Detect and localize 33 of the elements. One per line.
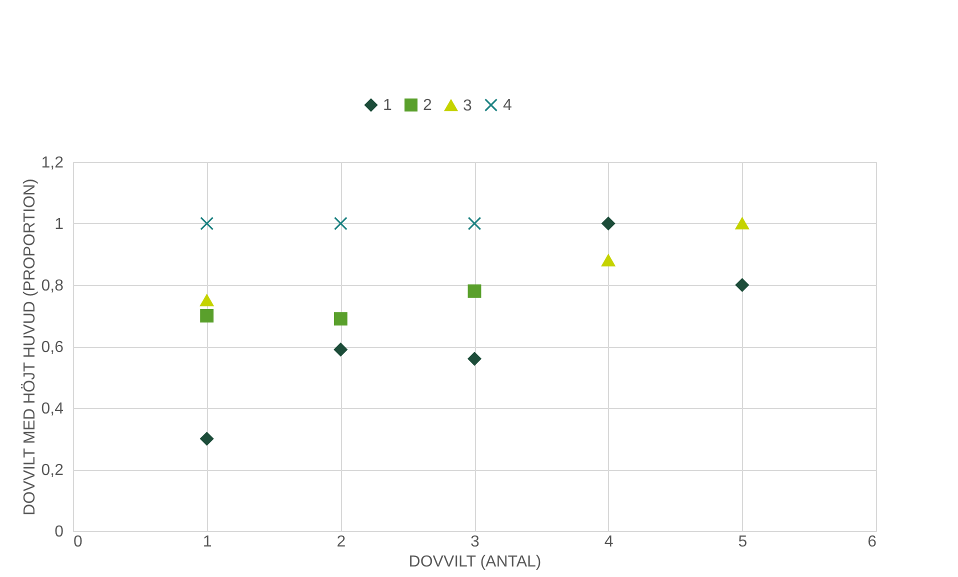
point	[735, 218, 749, 230]
point	[334, 216, 348, 230]
y-tick-label: 1,2	[41, 154, 64, 172]
point	[334, 312, 348, 326]
legend-label: 1	[383, 97, 392, 114]
x-tick-label: 2	[336, 534, 346, 550]
y-tick-label: 0,8	[41, 278, 64, 294]
x-tick-label: 3	[470, 534, 480, 550]
legend-label: 2	[423, 97, 432, 114]
point	[200, 432, 214, 446]
x-axis-title: DOVVILT (ANTAL)	[408, 554, 542, 570]
y-tick-label: 0,2	[41, 462, 64, 479]
x-tick-label: 6	[868, 534, 877, 550]
y-tick-label: 1	[54, 216, 64, 233]
point	[468, 352, 482, 366]
y-axis-title: DOVVILT MED HÖJT HUVUD (PROPORTION)	[20, 178, 38, 516]
point	[334, 342, 348, 356]
legend-label: 4	[503, 97, 512, 114]
x-tick-label: 5	[738, 534, 748, 550]
x-tick-label: 4	[604, 534, 614, 550]
point	[200, 294, 214, 306]
point	[602, 216, 616, 230]
point	[602, 254, 616, 266]
x-tick-label: 1	[202, 534, 212, 550]
point	[468, 284, 482, 298]
y-tick-label: 0,6	[41, 339, 64, 356]
x-tick-label: 0	[74, 534, 82, 550]
y-tick-label: 0,4	[41, 400, 64, 418]
legend-label: 3	[463, 97, 472, 114]
point	[468, 216, 482, 230]
point	[200, 309, 214, 322]
point	[200, 216, 214, 230]
point	[735, 278, 749, 292]
